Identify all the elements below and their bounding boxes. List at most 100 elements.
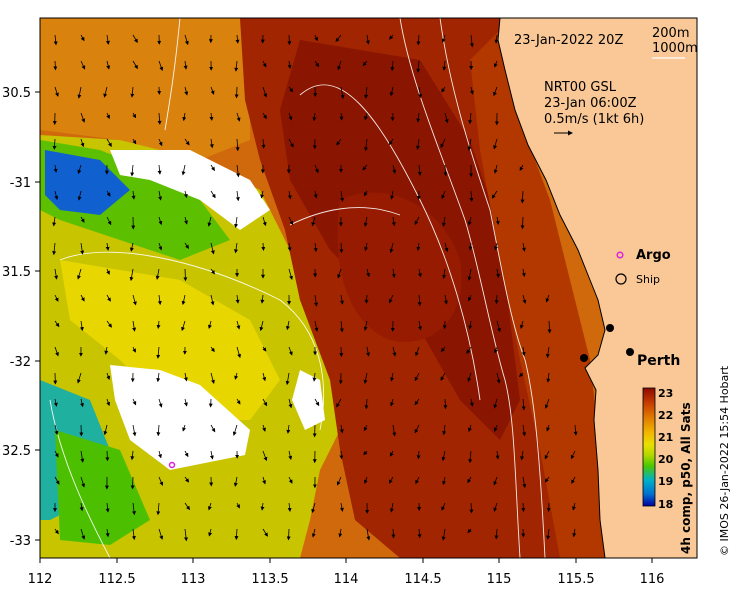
- current-vector: [259, 320, 264, 332]
- current-vector: [261, 138, 266, 149]
- current-vector: [130, 476, 135, 490]
- current-vector: [493, 86, 498, 97]
- x-tick-label: 115: [487, 572, 512, 587]
- current-vector: [496, 372, 501, 384]
- current-vector: [339, 424, 344, 434]
- current-vector: [418, 86, 423, 99]
- current-vector: [80, 34, 85, 42]
- current-vector: [495, 216, 500, 225]
- current-vector: [389, 242, 394, 254]
- current-vector: [80, 242, 85, 255]
- current-vector: [364, 86, 369, 99]
- current-vector: [392, 164, 397, 174]
- current-vector: [210, 86, 215, 95]
- current-vector: [389, 450, 394, 457]
- current-vector: [417, 164, 422, 176]
- current-vector: [339, 450, 344, 460]
- current-vector: [417, 294, 422, 307]
- current-vector: [132, 294, 137, 306]
- current-vector: [287, 190, 292, 200]
- current-vector: [494, 346, 498, 354]
- current-vectors: [52, 34, 578, 542]
- current-vector: [521, 502, 526, 512]
- colorbar-tick: 20: [658, 453, 674, 466]
- current-vector: [467, 216, 472, 226]
- current-vector: [288, 476, 293, 484]
- current-vector: [210, 294, 215, 306]
- current-vector: [388, 476, 394, 484]
- current-vector: [337, 268, 342, 279]
- current-vector: [521, 268, 526, 277]
- current-vector: [468, 450, 473, 464]
- current-vector: [496, 320, 501, 333]
- current-vector: [416, 242, 421, 251]
- bathymetry-contours: [49, 18, 546, 558]
- current-vector: [54, 294, 59, 302]
- current-vector: [467, 138, 472, 151]
- x-tick-label: 115.5: [557, 572, 594, 587]
- current-vector: [77, 86, 82, 99]
- current-vector: [236, 502, 240, 509]
- current-vector: [340, 86, 345, 99]
- current-vector: [467, 372, 472, 382]
- current-vector: [207, 320, 212, 329]
- current-vector: [441, 450, 446, 462]
- current-vector: [77, 372, 82, 384]
- current-vector: [441, 502, 446, 511]
- current-vector: [105, 502, 110, 513]
- current-vector: [363, 216, 368, 227]
- current-vector: [493, 138, 498, 150]
- current-vector: [54, 190, 59, 200]
- current-vector: [314, 294, 319, 307]
- current-vector: [132, 320, 137, 332]
- current-vector: [105, 528, 110, 538]
- current-vector: [80, 60, 86, 70]
- current-vector: [286, 424, 291, 434]
- current-vector: [182, 424, 186, 432]
- current-vector: [364, 242, 369, 252]
- current-vector: [363, 372, 368, 384]
- current-vector: [287, 242, 292, 252]
- current-vector: [53, 60, 58, 71]
- map-timestamp: 23-Jan-2022 20Z: [514, 33, 623, 48]
- current-vector: [103, 86, 108, 98]
- current-vector: [184, 86, 189, 96]
- current-vector: [181, 294, 186, 306]
- current-vector: [54, 320, 60, 328]
- current-vector: [415, 138, 420, 150]
- current-vector: [105, 450, 110, 462]
- current-vector: [418, 320, 422, 331]
- current-vector: [104, 346, 109, 355]
- current-vector: [234, 216, 239, 228]
- current-vector: [80, 398, 84, 408]
- x-axis-labels: 112 112.5 113 113.5 114 114.5 115 115.5 …: [28, 572, 665, 587]
- current-vector: [106, 268, 110, 275]
- current-vector: [77, 164, 82, 175]
- current-vector: [469, 502, 474, 514]
- current-vector: [262, 398, 268, 407]
- current-vector: [469, 34, 474, 48]
- current-vector: [336, 398, 342, 408]
- current-vector: [236, 398, 241, 405]
- current-vector: [520, 216, 525, 230]
- current-vector: [183, 372, 188, 382]
- current-vector: [442, 268, 447, 279]
- current-vector: [260, 190, 265, 199]
- current-vector: [312, 112, 317, 122]
- cloud-gap-middle: [110, 365, 250, 470]
- current-vector: [414, 372, 420, 382]
- current-vector: [441, 528, 446, 541]
- current-vector: [207, 502, 212, 511]
- current-vector: [236, 112, 241, 122]
- current-vector: [210, 424, 216, 433]
- current-vector: [339, 320, 344, 333]
- current-vector: [390, 190, 395, 200]
- current-vector: [106, 320, 112, 328]
- current-vector: [158, 528, 164, 540]
- y-tick-label: -32: [10, 355, 31, 370]
- current-vector: [288, 112, 293, 121]
- current-vector: [467, 528, 472, 534]
- current-vector: [106, 60, 111, 70]
- current-vector: [103, 424, 108, 436]
- current-vector: [494, 528, 499, 540]
